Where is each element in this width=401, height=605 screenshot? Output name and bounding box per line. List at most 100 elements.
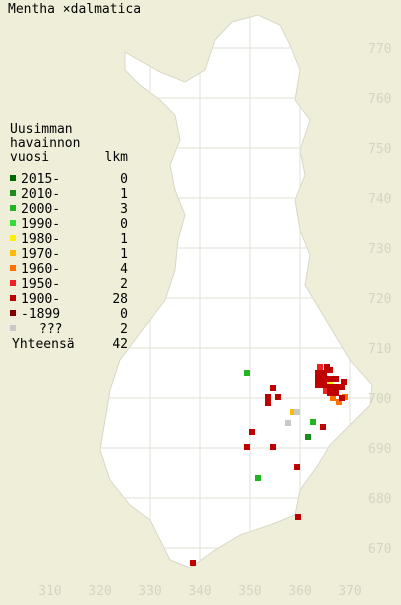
legend-label: 1960- [21,262,60,277]
legend-count: 2 [120,277,128,292]
occurrence-square [333,376,339,382]
y-tick-label: 680 [368,492,391,507]
x-tick-label: 340 [188,584,211,599]
occurrence-square [330,395,336,401]
x-tick-label: 350 [238,584,261,599]
legend-label: 2015- [21,172,60,187]
occurrence-square [339,395,345,401]
occurrence-square [321,370,327,376]
occurrence-square [327,390,333,396]
x-tick-label: 360 [288,584,311,599]
legend-header: vuosi [10,150,49,165]
legend-swatch [10,235,16,241]
occurrence-square [295,514,301,520]
occurrence-square [255,475,261,481]
y-tick-label: 690 [368,442,391,457]
occurrence-square [324,364,330,370]
legend-swatch [10,175,16,181]
legend-swatch [10,310,16,316]
legend-count: 0 [120,172,128,187]
occurrence-square [290,409,296,415]
x-tick-label: 310 [38,584,61,599]
total-label: Yhteensä [12,337,75,352]
y-tick-label: 750 [368,142,391,157]
axes: 310 320 330 340 350 360 3706706806907007107207… [38,42,391,599]
legend-count: 1 [120,232,128,247]
occurrence-square [321,376,327,382]
x-tick-label: 370 [338,584,361,599]
legend-count-header: lkm [105,150,129,165]
occurrence-square [265,400,271,406]
legend-label: -1899 [21,307,60,322]
legend-label: 2000- [21,202,60,217]
legend-label: 1900- [21,292,60,307]
legend-label: 1970- [21,247,60,262]
occurrence-square [310,419,316,425]
legend-label: ??? [39,322,62,337]
legend-count: 3 [120,202,128,217]
occurrence-square [323,388,329,394]
legend-swatch [10,265,16,271]
legend-swatch [10,325,16,331]
y-tick-label: 730 [368,242,391,257]
legend-header: Uusimman [10,122,73,137]
y-tick-label: 770 [368,42,391,57]
occurrence-square [341,379,347,385]
legend-count: 1 [120,247,128,262]
occurrence-square [244,444,250,450]
x-tick-label: 330 [138,584,161,599]
legend-label: 2010- [21,187,60,202]
legend-swatch [10,280,16,286]
legend-header: havainnon [10,136,80,151]
occurrence-square [270,444,276,450]
occurrence-square [249,429,255,435]
legend-count: 0 [120,307,128,322]
occurrence-square [265,394,271,400]
legend-count: 4 [120,262,128,277]
occurrence-square [320,424,326,430]
occurrence-square [333,384,339,390]
legend-count: 0 [120,217,128,232]
y-tick-label: 760 [368,92,391,107]
occurrence-square [336,399,342,405]
y-tick-label: 700 [368,392,391,407]
legend-swatch [10,250,16,256]
legend-swatch [10,295,16,301]
occurrences [190,364,348,566]
y-tick-label: 670 [368,542,391,557]
occurrence-square [333,390,339,396]
legend-count: 28 [112,292,128,307]
x-tick-label: 320 [88,584,111,599]
occurrence-square [270,385,276,391]
title: Mentha ×dalmatica [8,2,141,17]
occurrence-square [294,409,300,415]
legend-label: 1990- [21,217,60,232]
legend-count: 1 [120,187,128,202]
occurrence-square [315,376,321,382]
occurrence-square [327,376,333,382]
occurrence-square [305,434,311,440]
occurrence-square [285,420,291,426]
legend-swatch [10,205,16,211]
legend-count: 2 [120,322,128,337]
occurrence-square [275,394,281,400]
occurrence-square [339,384,345,390]
y-tick-label: 710 [368,342,391,357]
legend-label: 1980- [21,232,60,247]
total-value: 42 [112,337,128,352]
occurrence-square [190,560,196,566]
legend-swatch [10,220,16,226]
occurrence-square [315,370,321,376]
occurrence-square [321,382,327,388]
legend-label: 1950- [21,277,60,292]
occurrence-square [317,364,323,370]
occurrence-square [315,382,321,388]
legend-swatch [10,190,16,196]
y-tick-label: 740 [368,192,391,207]
occurrence-square [327,384,333,390]
y-tick-label: 720 [368,292,391,307]
occurrence-square [244,370,250,376]
